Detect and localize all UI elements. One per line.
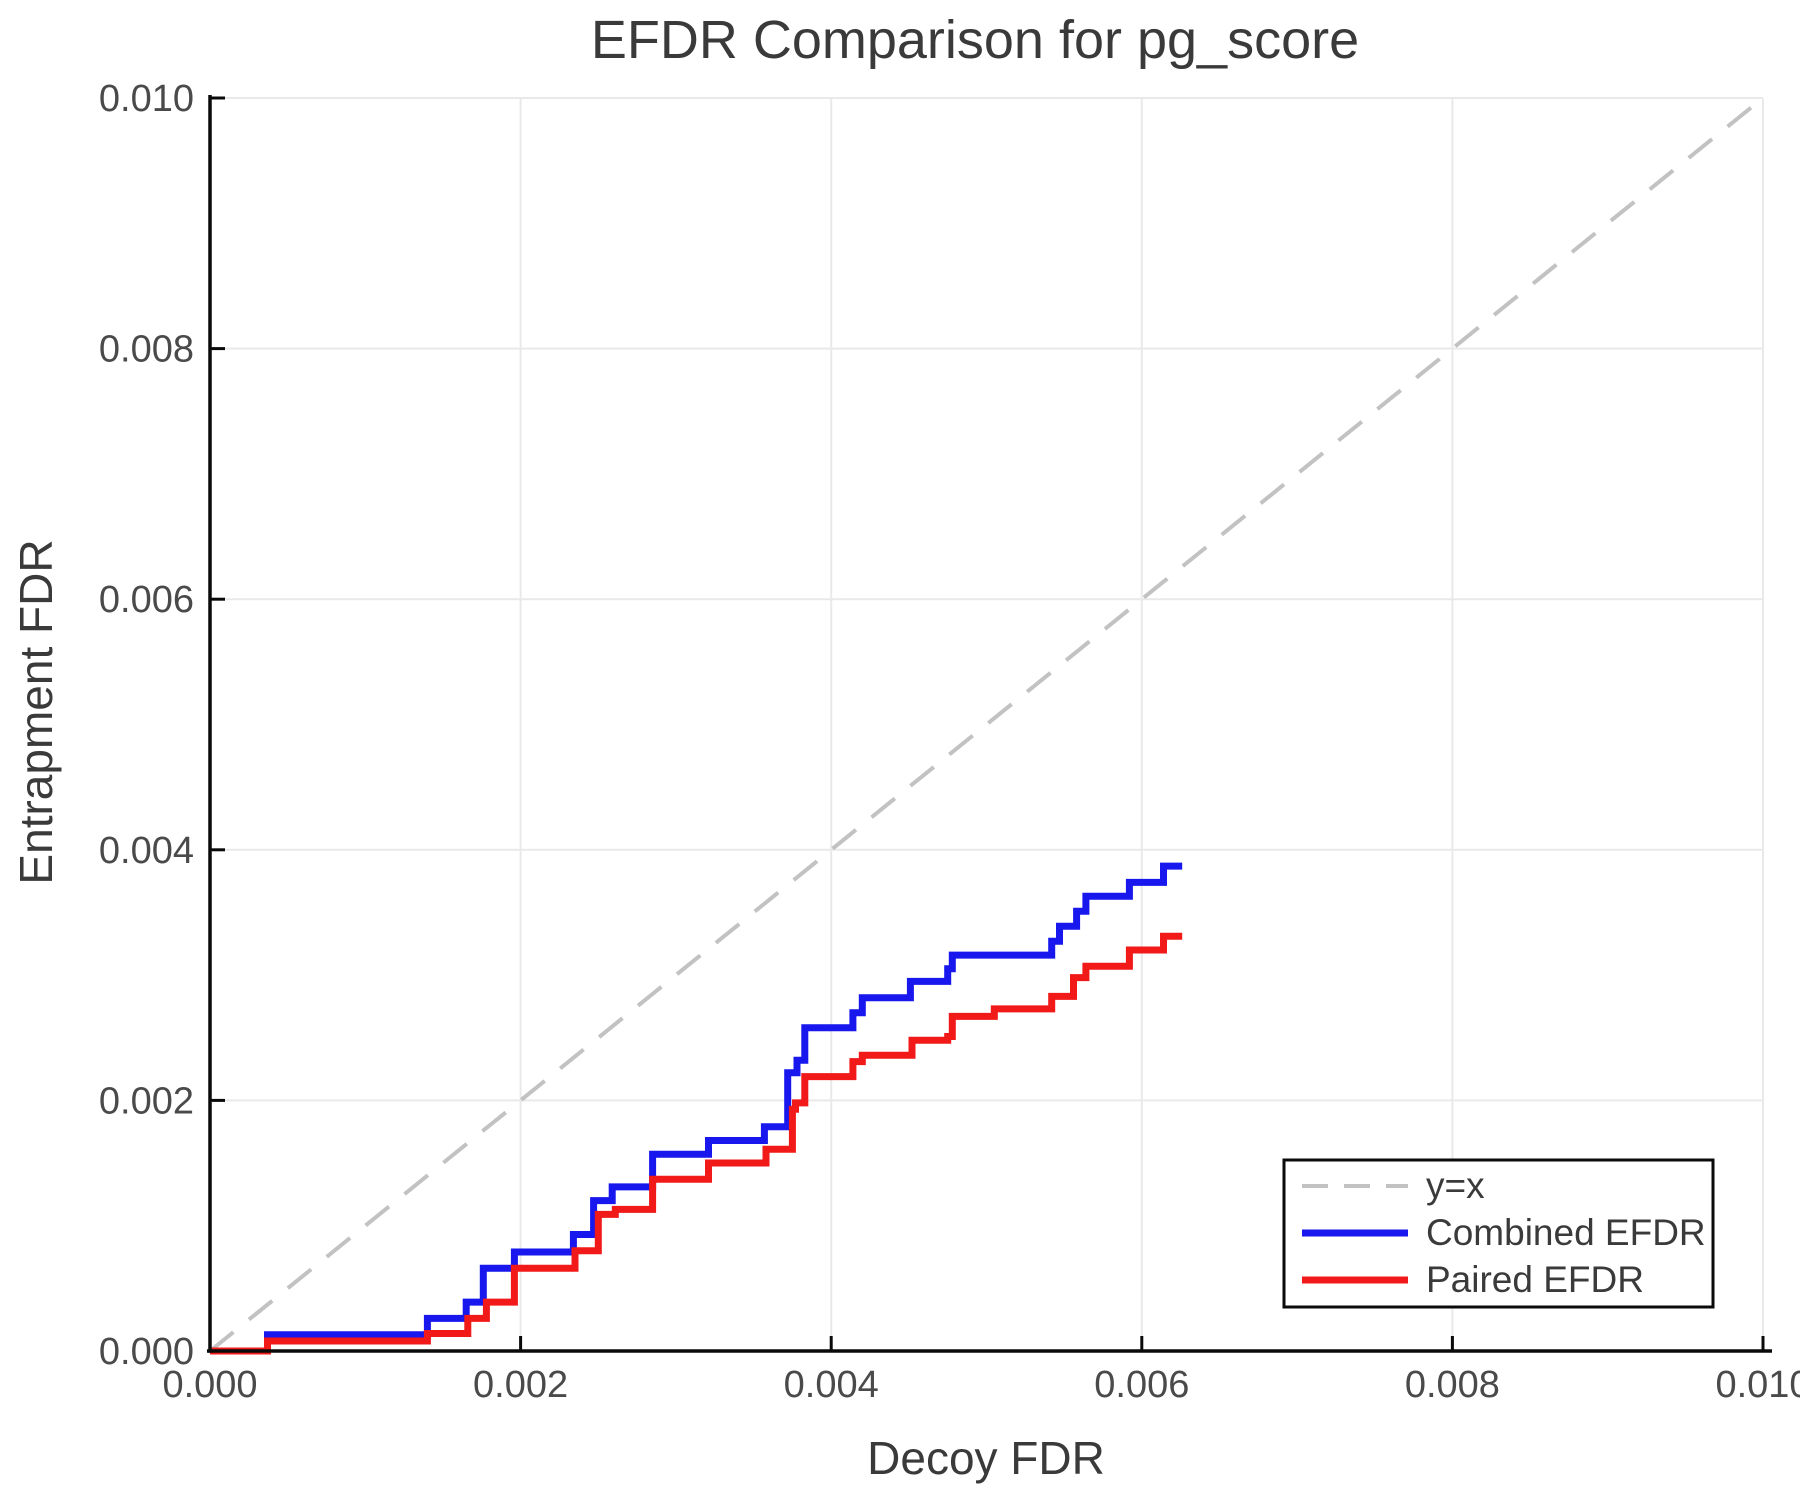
- combined-efdr-line: [210, 862, 1183, 1355]
- data-series: [208, 96, 1765, 1355]
- x-tick-label: 0.002: [473, 1364, 568, 1406]
- legend-label-combined: Combined EFDR: [1426, 1212, 1706, 1253]
- y-axis-label: Entrapment FDR: [10, 539, 62, 884]
- x-tick-label: 0.006: [1094, 1364, 1189, 1406]
- y-tick-label: 0.000: [99, 1331, 194, 1373]
- y-tick-label: 0.006: [99, 579, 194, 621]
- legend-label-diagonal: y=x: [1426, 1165, 1485, 1206]
- identity-line: [208, 96, 1765, 1353]
- x-tick-label: 0.010: [1715, 1364, 1800, 1406]
- paired-efdr-line: [210, 932, 1183, 1355]
- axis-ticks: 0.000 0.002 0.004 0.006 0.008 0.010 0.000 0.002…: [99, 78, 1800, 1406]
- y-tick-label: 0.010: [99, 78, 194, 120]
- gridlines: [210, 97, 1764, 1351]
- x-axis-label: Decoy FDR: [867, 1432, 1105, 1484]
- x-tick-label: 0.000: [162, 1364, 257, 1406]
- x-tick-label: 0.008: [1405, 1364, 1500, 1406]
- legend-label-paired: Paired EFDR: [1426, 1259, 1644, 1300]
- y-tick-label: 0.004: [99, 830, 194, 872]
- legend: y=x Combined EFDR Paired EFDR: [1282, 1158, 1715, 1309]
- chart-title: EFDR Comparison for pg_score: [591, 10, 1359, 70]
- y-tick-label: 0.002: [99, 1080, 194, 1122]
- y-tick-label: 0.008: [99, 329, 194, 371]
- x-tick-label: 0.004: [784, 1364, 879, 1406]
